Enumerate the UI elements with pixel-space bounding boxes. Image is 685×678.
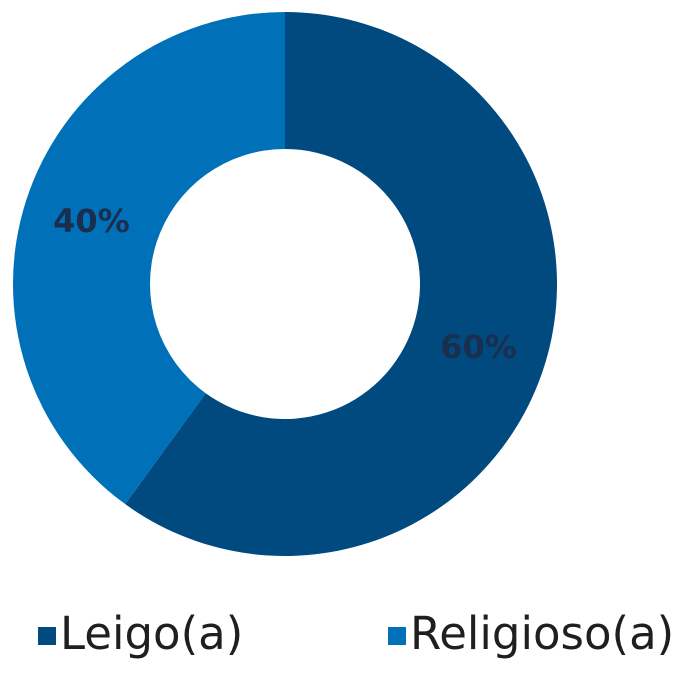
slice-labels: 60% 40% xyxy=(53,202,517,366)
donut-slice-leigo-a[interactable] xyxy=(125,12,558,557)
donut-chart: 60% 40% xyxy=(13,12,558,557)
legend-swatch-religioso xyxy=(388,627,406,645)
legend-item-religioso[interactable]: Religioso(a) xyxy=(388,603,674,663)
legend-swatch-leigo xyxy=(38,627,56,645)
chart-legend: Leigo(a) Religioso(a) xyxy=(0,603,685,663)
slice-label-religioso-a: 40% xyxy=(53,202,130,240)
slice-label-leigo-a: 60% xyxy=(440,328,517,366)
legend-item-leigo[interactable]: Leigo(a) xyxy=(38,603,243,663)
donut-slices xyxy=(13,12,558,557)
donut-slice-religioso-a[interactable] xyxy=(13,12,286,505)
legend-label-leigo: Leigo(a) xyxy=(60,606,244,660)
legend-label-religioso: Religioso(a) xyxy=(410,606,675,660)
